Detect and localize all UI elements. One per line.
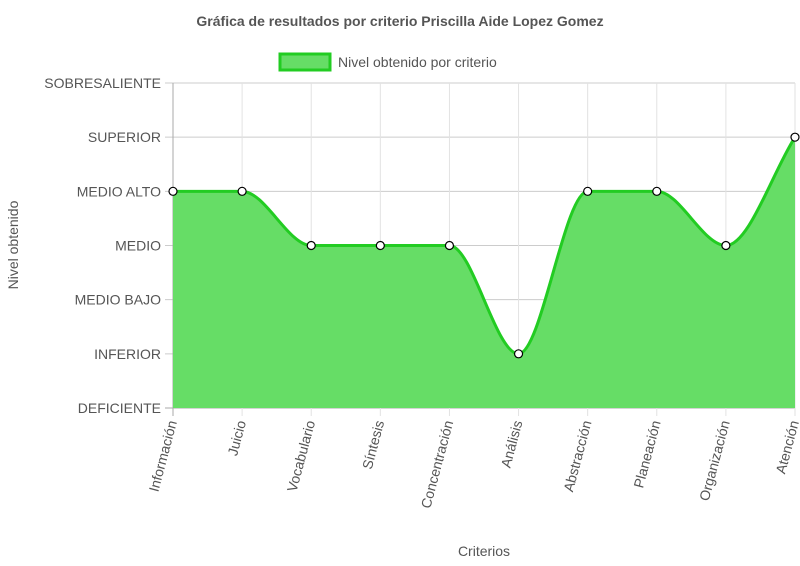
x-tick-label: Concentración — [418, 419, 457, 510]
y-axis-ticks: DEFICIENTE INFERIOR MEDIO BAJO MEDIO MEDIO A… — [44, 75, 161, 416]
x-tick-label: Juicio — [224, 418, 249, 457]
data-point[interactable] — [168, 186, 178, 196]
y-tick-label: SOBRESALIENTE — [44, 75, 161, 91]
y-tick-label: MEDIO — [115, 238, 161, 254]
chart-title: Gráfica de resultados por criterio Prisc… — [196, 13, 603, 29]
x-tick-label: Planeación — [630, 419, 663, 490]
data-point[interactable] — [375, 240, 385, 251]
x-tick-label: Atención — [772, 419, 800, 476]
y-axis-title: Nivel obtenido — [5, 200, 21, 289]
x-axis-title: Criterios — [458, 543, 510, 559]
y-tick-label: MEDIO BAJO — [75, 292, 161, 308]
x-tick-label: Organización — [696, 419, 733, 503]
series-area-fill — [173, 137, 795, 408]
series-area — [173, 136, 797, 408]
y-tick-label: SUPERIOR — [88, 129, 161, 145]
x-tick-label: Información — [146, 419, 180, 494]
y-tick-label: INFERIOR — [94, 346, 161, 362]
data-point[interactable] — [583, 186, 593, 196]
y-tick-label: DEFICIENTE — [78, 400, 161, 416]
x-axis-ticks: Información Juicio Vocabulario Síntesis Conc… — [146, 418, 800, 510]
x-tick-label: Abstracción — [560, 419, 594, 494]
data-point[interactable] — [237, 186, 247, 196]
data-point[interactable] — [513, 349, 524, 359]
data-point[interactable] — [444, 240, 455, 251]
x-tick-label: Síntesis — [359, 419, 387, 471]
series-points — [168, 132, 800, 359]
data-point[interactable] — [652, 186, 662, 196]
x-tick-label: Vocabulario — [284, 418, 318, 493]
legend-label: Nivel obtenido por criterio — [338, 54, 497, 70]
legend-swatch — [278, 52, 332, 72]
series-line — [173, 136, 797, 356]
data-point[interactable] — [721, 240, 731, 251]
x-tick-label: Análisis — [498, 419, 526, 470]
data-point[interactable] — [306, 240, 316, 251]
y-tick-label: MEDIO ALTO — [77, 183, 161, 199]
data-point[interactable] — [790, 132, 800, 142]
legend[interactable]: Nivel obtenido por criterio — [278, 52, 497, 72]
